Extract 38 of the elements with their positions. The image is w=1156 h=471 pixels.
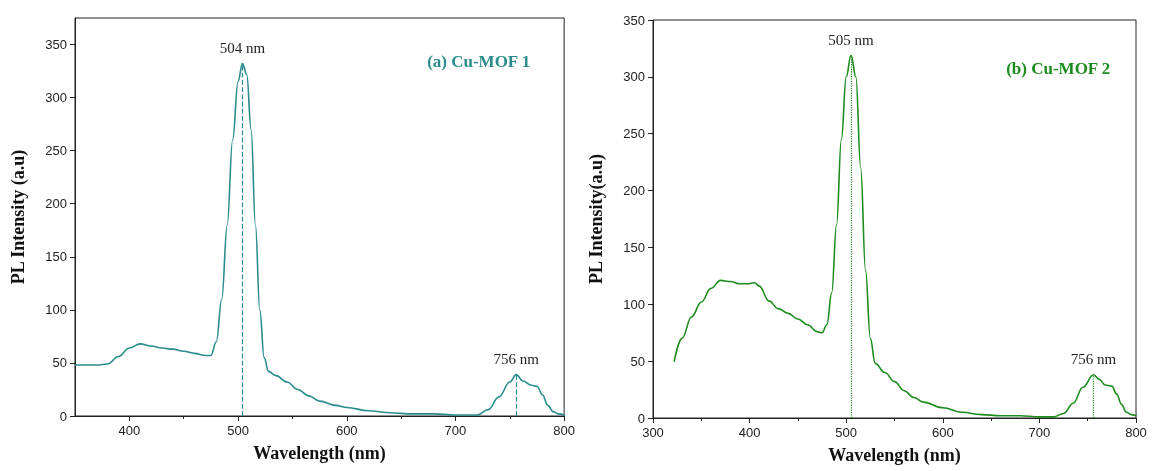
x-tick-label: 600 <box>335 423 358 438</box>
x-tick-label: 800 <box>1125 425 1147 440</box>
y-tick-label: 200 <box>623 183 645 199</box>
y-tick-label: 250 <box>623 126 645 142</box>
y-tick-label: 150 <box>45 249 67 265</box>
ref-line-label: 504 nm <box>219 40 266 57</box>
line-series <box>673 54 1137 418</box>
x-tick-label: 600 <box>931 425 954 440</box>
ref-line-label: 756 nm <box>1070 351 1117 368</box>
y-tick-label: 0 <box>59 408 67 424</box>
y-tick-label: 250 <box>45 143 67 159</box>
ref-line-label: 505 nm <box>828 31 875 48</box>
ref-line-label: 756 nm <box>493 351 540 368</box>
y-tick-label: 300 <box>623 69 645 85</box>
x-tick-label: 500 <box>227 423 249 438</box>
y-tick-label: 200 <box>45 196 67 212</box>
y-tick-label: 150 <box>623 239 645 255</box>
x-axis-title: Wavelength (nm) <box>828 445 961 466</box>
x-tick-label: 700 <box>444 423 467 438</box>
text: (a) Cu-MOF 1 <box>427 52 531 71</box>
x-tick-label: 800 <box>553 423 576 438</box>
x-tick-label: 700 <box>1028 425 1051 440</box>
y-tick-label: 100 <box>623 296 645 312</box>
y-axis-title: PL Intensity(a.u) <box>586 153 607 285</box>
y-tick-label: 50 <box>52 355 67 371</box>
text: (b) Cu-MOF 2 <box>1006 59 1111 78</box>
y-tick-label: 100 <box>45 302 67 318</box>
x-tick-label: 500 <box>835 425 858 440</box>
x-axis-title: Wavelength (nm) <box>253 443 386 464</box>
x-tick-label: 400 <box>118 423 141 438</box>
y-tick-label: 50 <box>630 353 645 369</box>
x-tick-label: 300 <box>642 425 664 440</box>
y-tick-label: 350 <box>45 37 67 53</box>
x-tick-label: 400 <box>738 425 761 440</box>
y-axis-title: PL Intensity (a.u) <box>8 149 29 285</box>
y-tick-label: 0 <box>637 410 645 426</box>
y-tick-label: 300 <box>45 90 67 106</box>
y-tick-label: 350 <box>623 12 645 28</box>
